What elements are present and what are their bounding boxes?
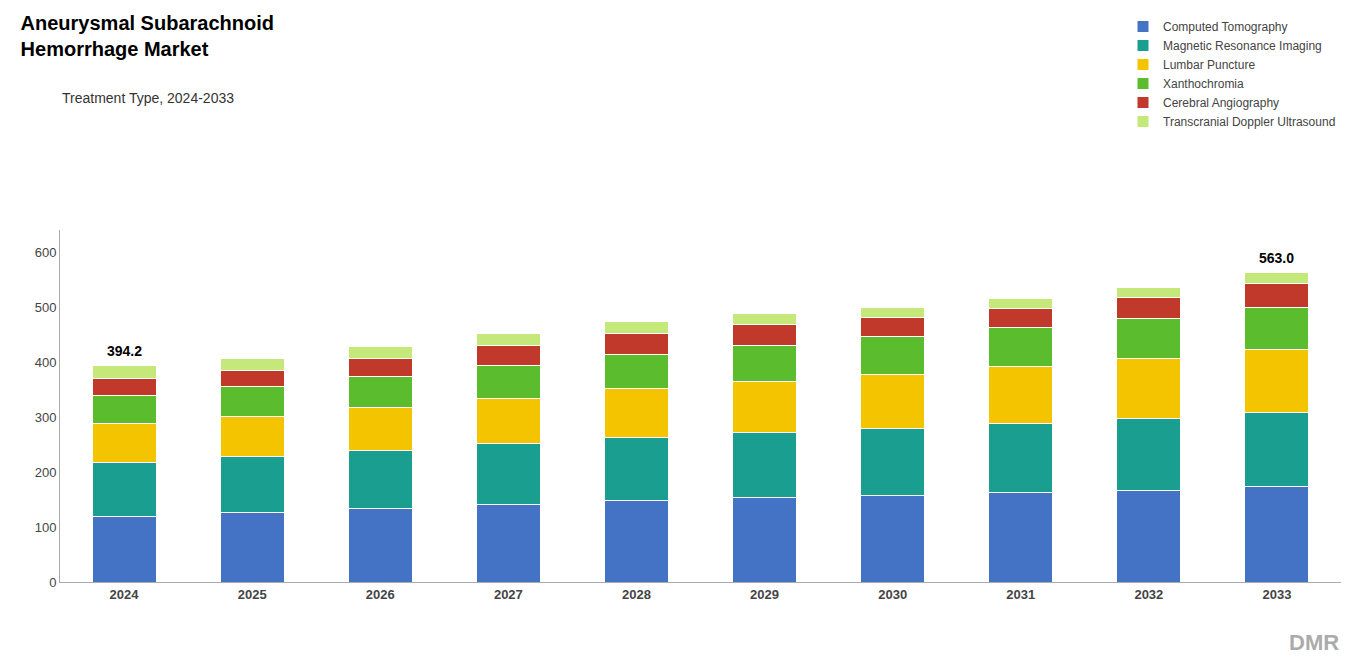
svg-text:Magnetic Resonance Imaging: Magnetic Resonance Imaging — [1163, 39, 1322, 53]
svg-text:100: 100 — [35, 520, 57, 535]
svg-text:600: 600 — [35, 245, 57, 260]
svg-text:Lumbar Puncture: Lumbar Puncture — [1163, 58, 1255, 72]
svg-text:400: 400 — [35, 355, 57, 370]
svg-text:200: 200 — [35, 465, 57, 480]
svg-text:Transcranial Doppler Ultrasoun: Transcranial Doppler Ultrasound — [1163, 115, 1335, 129]
svg-text:563.0: 563.0 — [1259, 250, 1294, 266]
svg-text:Computed Tomography: Computed Tomography — [1163, 20, 1288, 34]
svg-text:500: 500 — [35, 300, 57, 315]
svg-text:2027: 2027 — [494, 587, 523, 602]
svg-text:0: 0 — [49, 575, 56, 590]
svg-text:Treatment Type, 2024-2033: Treatment Type, 2024-2033 — [62, 90, 234, 106]
svg-text:394.2: 394.2 — [107, 343, 142, 359]
svg-text:DMR: DMR — [1289, 630, 1339, 655]
svg-text:2030: 2030 — [878, 587, 907, 602]
svg-text:2032: 2032 — [1134, 587, 1163, 602]
svg-text:2031: 2031 — [1006, 587, 1035, 602]
svg-text:2033: 2033 — [1262, 587, 1291, 602]
svg-text:Aneurysmal SubarachnoidHemorrh: Aneurysmal SubarachnoidHemorrhage Market — [21, 12, 274, 60]
svg-text:2024: 2024 — [110, 587, 140, 602]
svg-text:2026: 2026 — [366, 587, 395, 602]
svg-text:Cerebral Angiography: Cerebral Angiography — [1163, 96, 1279, 110]
svg-text:2028: 2028 — [622, 587, 651, 602]
svg-text:2029: 2029 — [750, 587, 779, 602]
svg-text:300: 300 — [35, 410, 57, 425]
svg-text:Xanthochromia: Xanthochromia — [1163, 77, 1244, 91]
svg-text:2025: 2025 — [238, 587, 267, 602]
